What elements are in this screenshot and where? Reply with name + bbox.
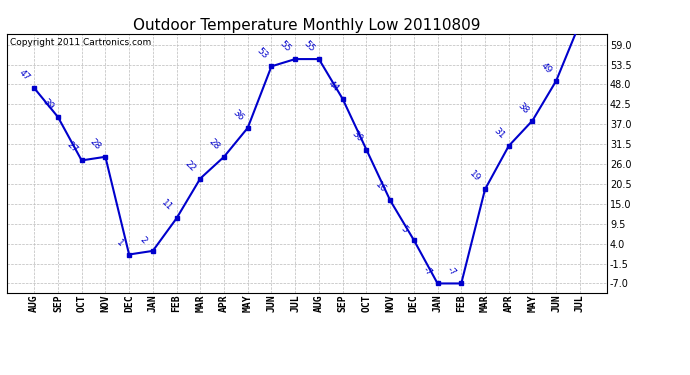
Text: -7: -7 [422,265,434,278]
Title: Outdoor Temperature Monthly Low 20110809: Outdoor Temperature Monthly Low 20110809 [133,18,481,33]
Text: 11: 11 [159,198,174,213]
Text: 39: 39 [41,97,55,111]
Text: 47: 47 [17,68,32,82]
Text: 49: 49 [540,61,553,75]
Text: 38: 38 [515,100,530,115]
Text: 22: 22 [184,159,198,173]
Text: 28: 28 [207,137,221,151]
Text: 30: 30 [349,129,364,144]
Text: 31: 31 [492,126,506,140]
Text: 53: 53 [255,46,269,61]
Text: 36: 36 [230,108,245,122]
Text: 19: 19 [468,169,482,184]
Text: 16: 16 [373,180,388,195]
Text: 27: 27 [65,141,79,155]
Text: 2: 2 [138,235,148,245]
Text: 55: 55 [278,39,293,54]
Text: 44: 44 [326,79,340,93]
Text: Copyright 2011 Cartronics.com: Copyright 2011 Cartronics.com [10,38,151,46]
Text: 55: 55 [302,39,317,54]
Text: 5: 5 [399,224,409,234]
Text: 1: 1 [114,238,125,249]
Text: -7: -7 [445,265,458,278]
Text: 65: 65 [0,374,1,375]
Text: 28: 28 [88,137,103,151]
